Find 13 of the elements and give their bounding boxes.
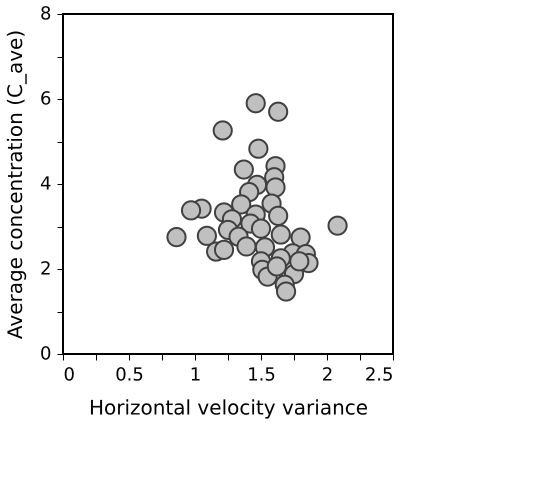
- x-tick-label: 0.5: [115, 364, 144, 386]
- x-tick-label: 2.5: [364, 364, 394, 386]
- y-tick-label: 2: [40, 258, 52, 280]
- y-tick-label: 8: [40, 4, 52, 24]
- x-axis-title: Horizontal velocity variance: [88, 396, 368, 420]
- x-tick-label: 0: [64, 364, 75, 386]
- x-tick-label: 1.5: [247, 364, 276, 386]
- x-tick-label: 1: [190, 364, 202, 386]
- y-tick-label: 6: [40, 88, 52, 110]
- y-axis-title: Average concentration (C_ave): [3, 30, 28, 340]
- y-tick-label: 4: [40, 174, 52, 194]
- y-tick-label: 0: [40, 344, 52, 364]
- x-tick-label: 2: [322, 364, 334, 386]
